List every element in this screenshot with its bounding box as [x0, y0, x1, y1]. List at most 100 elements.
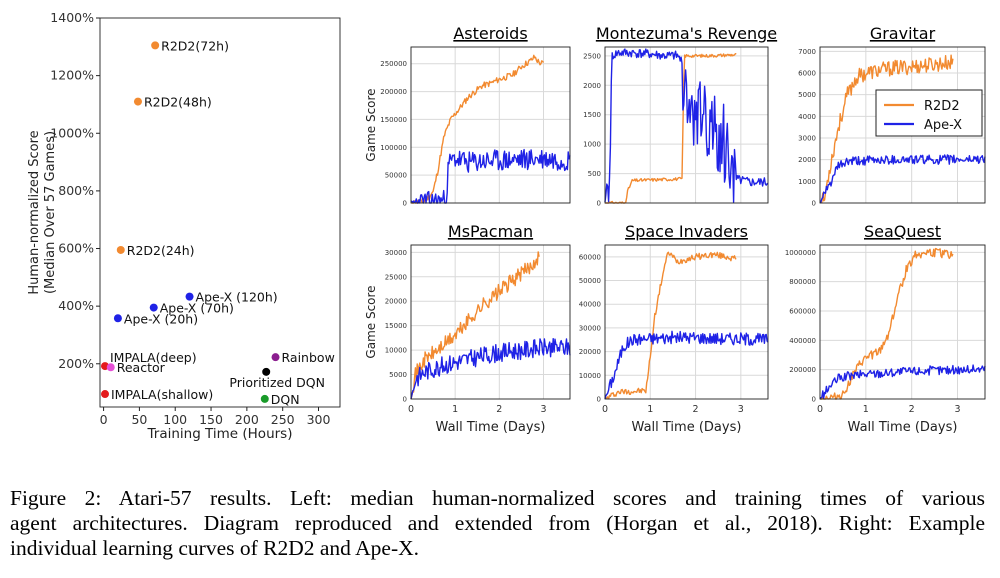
scatter-chart: 200% 400% 600% 800% 1000% 1200% 1400% 0 50 100 150…: [27, 10, 341, 442]
chart-title: Montezuma's Revenge: [596, 24, 777, 43]
y-tick-label: 5000: [798, 91, 816, 99]
x-axis-label: Wall Time (Days): [436, 420, 546, 435]
y-tick-label: 1400%: [50, 10, 94, 25]
chart-title: Asteroids: [453, 24, 527, 43]
series-line: [410, 338, 571, 400]
learning-curve-chart: Space Invaders 0 10000 20000 30000 40000 50000…: [579, 222, 769, 435]
x-tick-label: 2: [909, 404, 915, 415]
scatter-point: [262, 367, 271, 376]
scatter-point: [133, 97, 142, 106]
y-tick-label: 600%: [58, 241, 94, 256]
point-label: Rainbow: [282, 350, 335, 365]
plot-frame: [410, 244, 571, 400]
y-tick-label: 2000: [798, 156, 816, 164]
x-tick-label: 200: [235, 412, 259, 427]
y-tick-label: 40000: [579, 301, 601, 309]
plot-frame: [604, 244, 769, 400]
series-line: [410, 148, 571, 204]
y-tick-label: 7000: [798, 48, 816, 56]
y-tick-label: 100000: [380, 144, 407, 152]
point-label: Ape-X (120h): [196, 290, 278, 305]
scatter-point: [149, 303, 158, 312]
y-tick-label: 200%: [58, 356, 94, 371]
scatter-point: [151, 41, 160, 50]
scatter-point: [116, 245, 125, 254]
y-tick-label: 0: [403, 396, 407, 404]
y-tick-label: 4000: [798, 113, 816, 121]
legend-label: R2D2: [924, 99, 960, 114]
y-axis-label: Human-normalized Score: [27, 130, 42, 294]
x-tick-label: 3: [540, 404, 546, 415]
y-tick-label: 50000: [385, 172, 407, 180]
point-label: R2D2(72h): [161, 38, 229, 53]
series-line: [410, 251, 540, 400]
y-tick-label: 200000: [789, 366, 816, 374]
learning-curve-chart: Asteroids 0 50000 100000 150000 200000 250000 G…: [364, 24, 571, 208]
plot-frame: [819, 46, 986, 204]
point-label: IMPALA(shallow): [111, 387, 213, 402]
legend-box: [875, 89, 983, 137]
scatter-point: [185, 292, 194, 301]
scatter-point: [113, 314, 122, 323]
learning-curve-chart: MsPacman 0 5000 10000 15000 20000 25000 30000 0 1…: [364, 222, 571, 435]
y-tick-label: 400000: [789, 337, 816, 345]
x-tick-label: 100: [163, 412, 187, 427]
scatter-point: [101, 390, 110, 399]
x-tick-label: 2: [693, 404, 699, 415]
y-tick-label: 0: [597, 396, 601, 404]
y-tick-label: 1000000: [785, 249, 816, 257]
series-line: [604, 48, 769, 203]
y-tick-label: 1000%: [50, 125, 94, 140]
y-tick-label: 60000: [579, 253, 601, 261]
caption-line: agent architectures. Diagram reproduced …: [10, 511, 985, 535]
y-tick-label: 1000: [798, 178, 816, 186]
x-tick-label: 3: [738, 404, 744, 415]
x-tick-label: 0: [602, 404, 608, 415]
y-tick-label: 800000: [789, 278, 816, 286]
point-label: IMPALA(deep): [110, 350, 197, 365]
y-tick-label: 0: [812, 200, 816, 208]
y-tick-label: 200000: [380, 88, 407, 96]
y-tick-label: 1500: [583, 111, 601, 119]
y-tick-label: 5000: [389, 371, 407, 379]
y-tick-label: 2000: [583, 82, 601, 90]
x-tick-label: 0: [817, 404, 823, 415]
plot-frame: [410, 46, 571, 204]
x-tick-label: 250: [271, 412, 295, 427]
point-label: Prioritized DQN: [229, 375, 325, 390]
y-tick-label: 6000: [798, 70, 816, 78]
y-tick-label: 150000: [380, 116, 407, 124]
x-tick-label: 1: [863, 404, 869, 415]
y-axis-label: Game Score: [364, 88, 378, 161]
y-tick-label: 0: [597, 200, 601, 208]
caption-line: individual learning curves of R2D2 and A…: [10, 536, 420, 560]
y-tick-label: 1000: [583, 141, 601, 149]
series-line: [604, 53, 737, 204]
point-label: Ape-X (20h): [124, 311, 198, 326]
y-axis-label: Game Score: [364, 285, 378, 358]
learning-curve-chart: Montezuma's Revenge 0 500 1000 1500 2000 2500: [583, 24, 777, 208]
point-label: DQN: [271, 392, 300, 407]
y-tick-label: 25000: [385, 273, 407, 281]
point-label: Reactor: [117, 360, 166, 375]
chart-title: Gravitar: [870, 24, 936, 43]
y-tick-label: 0: [403, 200, 407, 208]
x-tick-label: 50: [131, 412, 147, 427]
x-axis-label: Wall Time (Days): [632, 420, 742, 435]
learning-curves-grid: Asteroids050000100000150000200000250000G…: [364, 24, 986, 435]
scatter-point: [260, 394, 269, 403]
x-axis-label: Wall Time (Days): [848, 420, 958, 435]
y-tick-label: 250000: [380, 60, 407, 68]
y-tick-label: 2500: [583, 52, 601, 60]
legend-label: Ape-X: [924, 118, 962, 133]
series-line: [819, 364, 986, 399]
x-tick-label: 2: [496, 404, 502, 415]
x-tick-label: 0: [408, 404, 414, 415]
x-axis-label: Training Time (Hours): [147, 426, 293, 442]
series-line: [820, 247, 954, 400]
y-tick-label: 10000: [579, 372, 601, 380]
x-tick-label: 1: [647, 404, 653, 415]
learning-curve-chart: SeaQuest 0 200000 400000 600000 800000 1000000…: [785, 222, 986, 435]
y-tick-label: 30000: [385, 249, 407, 257]
y-tick-label: 3000: [798, 135, 816, 143]
